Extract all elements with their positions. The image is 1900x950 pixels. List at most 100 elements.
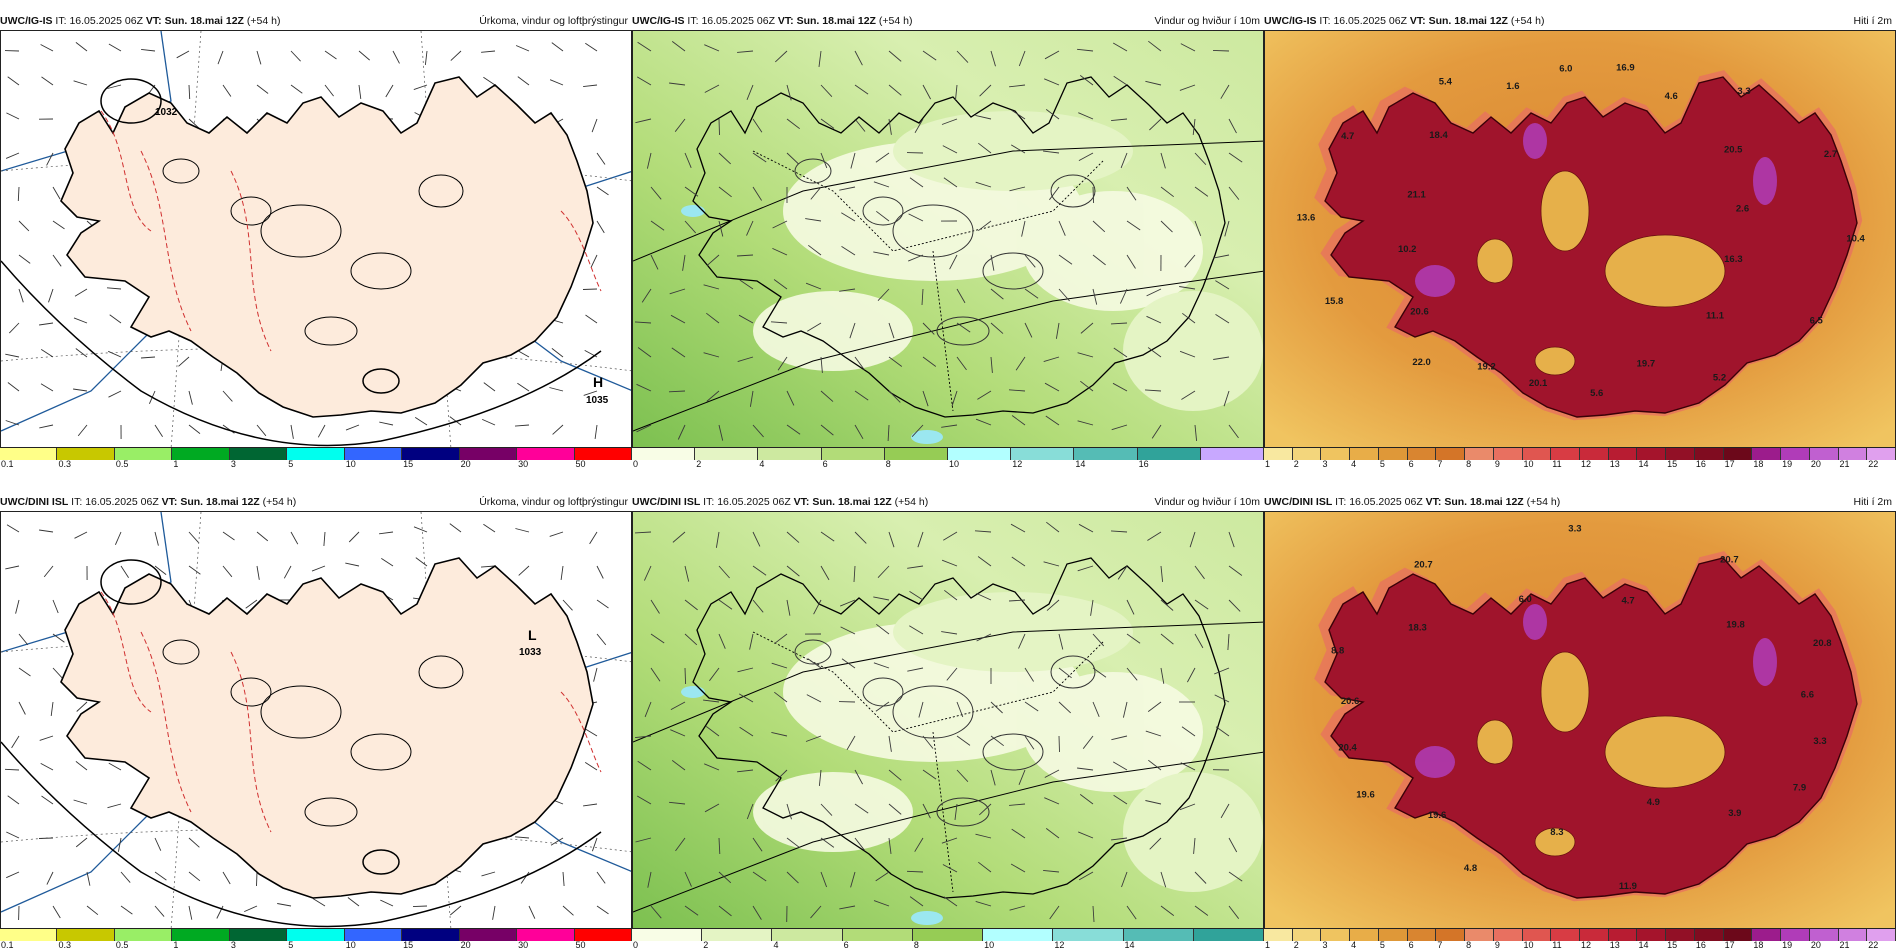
- wind-barb: [813, 599, 822, 615]
- colorbar-band: [695, 448, 759, 460]
- wind-barb: [1119, 288, 1128, 304]
- wind-barb: [1194, 565, 1205, 580]
- wind-map[interactable]: [632, 30, 1264, 448]
- wind-barb: [108, 390, 122, 398]
- wind-barb: [684, 220, 697, 234]
- wind-barb: [550, 837, 564, 846]
- panel-title: Úrkoma, vindur og loftþrýstingur: [479, 496, 628, 508]
- wind-barb: [670, 314, 686, 324]
- wind-barb: [777, 356, 788, 371]
- wind-barb: [786, 565, 800, 577]
- wind-barb: [1126, 220, 1141, 231]
- colorbar-band: [517, 448, 575, 460]
- colorbar-band: [1637, 929, 1667, 941]
- wind-barb: [40, 44, 54, 52]
- wind-barb: [1008, 599, 1026, 602]
- wind-barb: [956, 50, 969, 63]
- contour-ring: [260, 204, 342, 258]
- wind-barb: [1009, 905, 1026, 911]
- precip-contour: [140, 150, 192, 332]
- wind-barb: [1024, 735, 1035, 750]
- temperature-value: 13.6: [1297, 213, 1316, 224]
- colorbar-tick-label: 17: [1724, 940, 1735, 950]
- wind-barb: [669, 288, 686, 295]
- wind-barb: [746, 84, 754, 100]
- wind-barb: [1112, 761, 1128, 771]
- wind-barb: [11, 735, 20, 749]
- colorbar-band: [772, 929, 843, 941]
- colorbar-band: [1809, 448, 1839, 460]
- temperature-value: 16.9: [1616, 62, 1635, 73]
- wind-barb: [909, 591, 924, 601]
- colorbar-band: [1867, 448, 1896, 460]
- wind-barb: [107, 803, 122, 809]
- wind-barb: [941, 118, 958, 125]
- temp-map[interactable]: 16.3 6.5 11.1 5.2 19.7 5.6 20.1 19.2 22.0 20.6 15.…: [1264, 30, 1896, 448]
- wind-barb: [1126, 254, 1136, 269]
- valid-time: Sun. 18.mai 12Z: [164, 15, 244, 27]
- colorbar-tick-label: 4: [759, 459, 765, 469]
- wind-barb: [483, 523, 496, 533]
- colorbar-band: [821, 448, 885, 460]
- colorbar-band: [0, 448, 58, 460]
- wind-barb: [583, 803, 598, 807]
- temperature-value: 5.6: [1590, 388, 1603, 399]
- wind-barb: [1148, 759, 1162, 771]
- wind-barb: [840, 626, 856, 635]
- wind-barb: [41, 76, 54, 86]
- wind-barb: [1113, 75, 1128, 86]
- wind-barb: [786, 871, 799, 884]
- light-wind-areas: [893, 592, 1263, 892]
- wind-barb: [1213, 356, 1230, 360]
- colorbar-band: [1637, 448, 1667, 460]
- colorbar-band: [402, 448, 460, 460]
- colorbar-band: [1350, 448, 1379, 460]
- cool-area: [1476, 719, 1514, 765]
- wind-barb: [6, 871, 20, 879]
- colorbar-band: [57, 448, 115, 460]
- contour-ring: [350, 733, 412, 771]
- temperature-value: 10.4: [1846, 234, 1865, 245]
- wind-colorbar: 0 2 4 6 8 10 12 14: [632, 929, 1264, 950]
- wind-barb: [492, 905, 496, 920]
- wind-barb: [650, 905, 662, 919]
- wind-barb: [978, 861, 992, 873]
- wind-barb: [1055, 322, 1060, 339]
- precip-map[interactable]: 1032 H 1035: [0, 30, 632, 448]
- colorbar-tick-label: 20: [460, 940, 471, 950]
- wind-barb: [450, 905, 462, 916]
- precip-map[interactable]: L 1033: [0, 511, 632, 929]
- wind-barb: [1111, 837, 1128, 841]
- colorbar-tick-label: 5: [1379, 940, 1385, 950]
- colorbar-tick-label: 2: [1293, 940, 1299, 950]
- calm-area: [1023, 672, 1203, 792]
- lead-time: (+54 h): [1526, 496, 1561, 508]
- wind-barb: [1080, 322, 1094, 334]
- wind-barb: [943, 896, 958, 907]
- pressure-contour: [1, 741, 602, 928]
- colorbar-tick-label: 5: [1379, 459, 1385, 469]
- wind-barb: [39, 735, 54, 741]
- wind-barb: [312, 898, 326, 907]
- colorbar-tick-label: 20: [1810, 940, 1821, 950]
- wind-barb: [222, 390, 233, 402]
- temperature-value: 6.6: [1801, 690, 1814, 701]
- wind-map[interactable]: [632, 511, 1264, 929]
- wind-barb: [1224, 220, 1230, 237]
- wind-barb: [944, 589, 958, 601]
- wind-barb: [1220, 84, 1230, 99]
- wind-barb: [74, 288, 88, 297]
- map-line: [633, 270, 1263, 432]
- wind-barb: [222, 531, 235, 541]
- colorbar-band: [57, 929, 115, 941]
- colorbar-tick-label: 22: [1868, 459, 1879, 469]
- colorbar-band: [1436, 448, 1466, 460]
- hot-area: [1415, 746, 1455, 778]
- wind-barb: [888, 356, 903, 367]
- temp-map[interactable]: 4.9 11.9 8.3 4.8 19.6 19.6 20.4 20.6 8.8 18.3 20.7…: [1264, 511, 1896, 929]
- wind-barb: [1058, 254, 1073, 265]
- colorbar-tick-label: 10: [949, 459, 960, 469]
- wind-barb: [481, 50, 496, 53]
- wind-barb: [584, 728, 598, 737]
- wind-barb: [873, 181, 890, 188]
